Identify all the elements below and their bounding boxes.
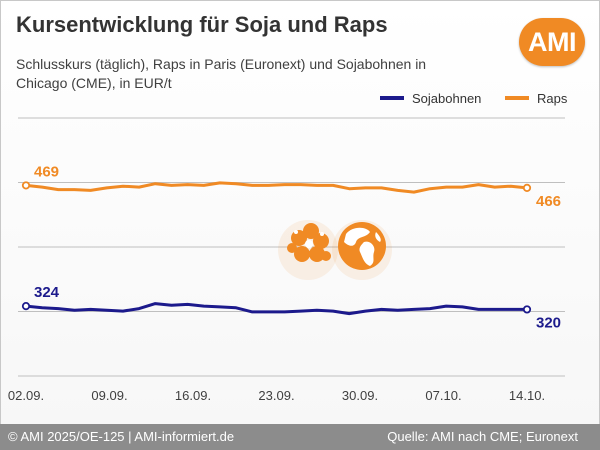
data-labels: 469 466 324 320 xyxy=(34,163,561,331)
line-chart: 469 466 324 320 02.09. 09.09. 16.09. 23.09. 30.… xyxy=(8,91,568,403)
start-value-label: 324 xyxy=(34,284,60,301)
series-line-raps xyxy=(24,181,529,194)
endpoint-marker xyxy=(522,183,532,193)
x-tick-label: 09.09. xyxy=(91,388,127,403)
series-line-sojabohnen xyxy=(24,302,529,316)
footer-bar: © AMI 2025/OE-125 | AMI-informiert.de Qu… xyxy=(0,424,600,450)
endpoint-marker xyxy=(21,181,31,190)
x-tick-label: 07.10. xyxy=(425,388,461,403)
end-value-label: 320 xyxy=(536,314,561,331)
x-tick-label: 02.09. xyxy=(8,388,44,403)
endpoint-marker xyxy=(522,305,532,314)
endpoint-marker xyxy=(21,301,31,311)
x-tick-label: 14.10. xyxy=(509,388,545,403)
end-value-label: 466 xyxy=(536,193,561,210)
chart-subtitle: Schlusskurs (täglich), Raps in Paris (Eu… xyxy=(16,56,427,91)
footer-source: Quelle: AMI nach CME; Euronext xyxy=(387,429,578,444)
x-tick-label: 23.09. xyxy=(258,388,294,403)
x-tick-label: 30.09. xyxy=(342,388,378,403)
legend-label: Raps xyxy=(537,91,568,106)
footer-copyright: © AMI 2025/OE-125 | AMI-informiert.de xyxy=(8,429,235,444)
legend-label: Sojabohnen xyxy=(412,91,481,106)
chart-frame xyxy=(0,0,600,426)
x-tick-labels: 02.09. 09.09. 16.09. 23.09. 30.09. 07.10. 14.1… xyxy=(8,388,545,403)
start-value-label: 469 xyxy=(34,163,59,180)
page-title: Kursentwicklung für Soja und Raps xyxy=(16,12,388,37)
decorative-icons xyxy=(278,220,392,280)
x-tick-label: 16.09. xyxy=(175,388,211,403)
globe-icon xyxy=(332,220,392,280)
legend: Sojabohnen Raps xyxy=(380,91,568,106)
series-lines xyxy=(21,181,532,316)
flower-icon xyxy=(278,220,338,280)
ami-logo: AMI xyxy=(519,18,585,66)
